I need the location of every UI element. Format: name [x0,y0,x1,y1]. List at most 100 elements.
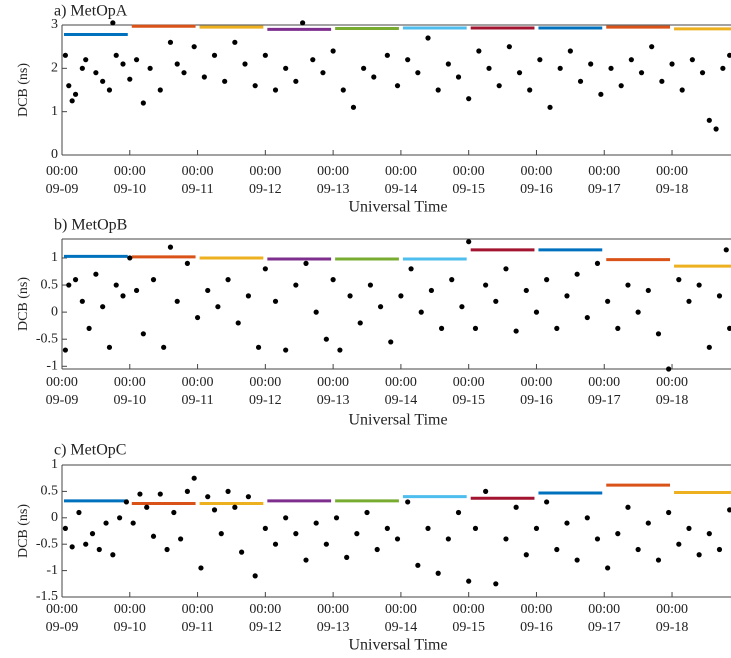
data-point [625,282,631,288]
data-point [655,557,662,563]
x-tick-label: 00:00 09-17 [588,375,621,408]
data-point [225,488,231,494]
data-point [120,293,126,299]
data-point [140,331,146,337]
data-point [110,20,116,26]
data-point [425,525,431,531]
data-point [645,287,651,294]
data-point [459,304,465,310]
x-axis-label: Universal Time [348,637,447,654]
data-point [371,74,377,80]
data-point [513,328,519,334]
data-point [537,57,543,63]
data-point [523,552,529,558]
y-tick-label: 0 [51,510,58,525]
y-tick-label: 2 [51,61,58,76]
data-point [69,98,75,104]
data-point [293,78,299,84]
data-point [615,325,621,331]
x-tick-label: 00:00 09-15 [452,164,485,197]
data-point [303,260,309,266]
data-point [133,287,140,294]
data-point [222,78,228,84]
data-point [357,320,363,326]
data-point [669,61,675,67]
data-point [605,298,611,304]
data-point [218,531,224,537]
data-point [493,581,499,587]
x-axis-label: Universal Time [348,199,447,216]
y-axis-label: DCB (ns) [16,277,31,331]
data-point [706,531,712,537]
data-point [449,277,455,283]
data-point [472,525,479,531]
data-point [150,533,157,539]
data-point [245,293,251,299]
x-tick-label: 00:00 09-18 [656,375,689,408]
data-point [191,44,197,50]
data-point [239,549,245,555]
data-point [628,57,634,63]
data-point [666,366,672,372]
data-point [62,347,68,353]
data-point [408,266,414,272]
data-point [66,83,72,89]
x-tick-label: 00:00 09-11 [181,164,213,197]
x-tick-label: 00:00 09-16 [520,375,553,408]
x-tick-label: 00:00 09-12 [249,602,282,635]
y-tick-label: 3 [51,17,58,32]
data-point [608,65,614,71]
data-point [635,546,641,553]
data-point [191,475,197,481]
data-point [364,509,370,516]
x-tick-label: 00:00 09-15 [452,602,485,635]
data-point [649,44,655,50]
data-point [235,320,241,326]
data-point [398,293,404,299]
y-tick-label: 0.5 [41,484,59,499]
data-point [86,325,92,331]
data-point [330,277,336,283]
data-point [418,309,424,315]
data-point [699,70,706,76]
data-point [720,65,726,71]
data-point [723,247,729,253]
data-point [659,78,665,84]
data-point [384,525,390,531]
data-point [584,314,590,321]
data-point [283,515,289,521]
panel-title: a) MetOpA [54,3,128,20]
data-point [252,83,258,89]
x-tick-label: 00:00 09-11 [181,602,213,635]
data-point [594,260,601,266]
data-point [713,126,719,132]
data-point [516,70,523,76]
data-point [72,91,79,97]
x-tick-label: 00:00 09-10 [113,164,146,197]
x-tick-label: 00:00 09-09 [46,375,79,408]
data-point [486,65,492,71]
data-point [323,336,329,342]
data-point [242,61,248,67]
data-point [167,39,174,45]
data-point [293,282,299,288]
data-point [493,298,499,304]
data-point [527,87,533,93]
data-point [66,282,72,288]
data-point [706,117,712,123]
data-point [130,520,136,526]
data-point [283,65,289,71]
x-tick-label: 00:00 09-12 [249,375,282,408]
data-point [300,20,306,26]
data-point [666,509,672,516]
data-point [293,531,299,537]
data-point [686,525,692,531]
x-tick-label: 00:00 09-09 [46,164,79,197]
data-point [62,525,68,531]
data-point [283,347,289,353]
y-axis-label: DCB (ns) [16,63,31,117]
data-point [415,70,421,76]
data-point [483,282,489,288]
data-point [100,78,106,84]
data-point [638,70,645,76]
